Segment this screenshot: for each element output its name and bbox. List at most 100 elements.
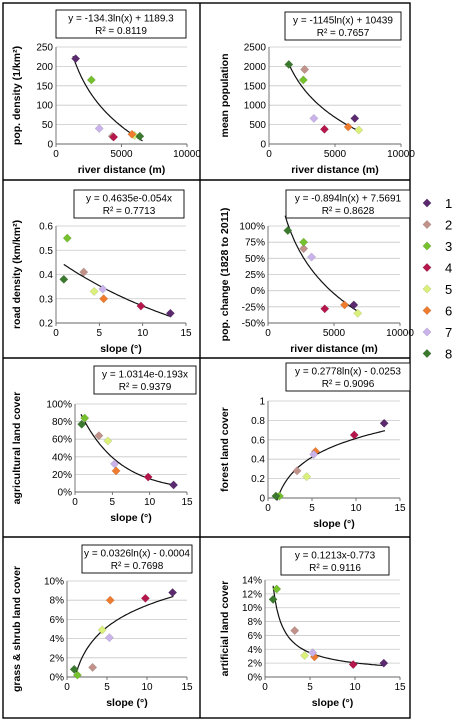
- data-point-7: [309, 449, 319, 459]
- data-point-5: [89, 286, 99, 296]
- y-tick-label: 0%: [58, 488, 73, 499]
- y-tick-label: 20%: [52, 470, 72, 481]
- y-tick-label: 8%: [50, 596, 65, 607]
- y-tick-label: 0.5: [39, 246, 53, 257]
- legend-marker-4: [422, 263, 432, 272]
- x-axis-label: slope (°): [312, 697, 354, 709]
- legend-marker-1: [422, 198, 432, 208]
- equation-box: [81, 544, 193, 574]
- legend-marker-6: [422, 306, 432, 315]
- trendline: [80, 413, 175, 486]
- chart-panel-4: -50% -25% 0% 25% 50% 75% 100% 0 5000 10000 river d…: [219, 189, 414, 355]
- data-point-7: [307, 252, 317, 262]
- data-point-8: [268, 594, 278, 604]
- y-axis-label: agricultural land cover: [11, 392, 23, 505]
- trendline: [272, 585, 385, 667]
- chart-panel-1: 0 50 100 150 200 250 0 5000 10000 river distance …: [11, 9, 201, 176]
- data-point-3: [86, 75, 96, 85]
- y-tick-label: 200: [36, 62, 53, 73]
- data-point-8: [271, 491, 281, 501]
- x-tick-label: 10: [144, 497, 156, 508]
- x-tick-label: 15: [181, 497, 193, 508]
- trend-equation: y = 0.1213x-0.773: [295, 551, 376, 562]
- data-point-8: [59, 274, 69, 284]
- trend-equation: y = 0.4635e-0.054x: [86, 194, 172, 205]
- x-tick-label: 10000: [386, 328, 414, 339]
- y-tick-label: 14%: [242, 576, 262, 587]
- x-tick-label: 5000: [324, 149, 347, 160]
- x-tick-label: 10000: [173, 149, 201, 160]
- y-tick-label: 0: [260, 140, 266, 151]
- chart-panel-3: 0.2 0.3 0.4 0.5 0.6 0 5 10 15 slope (°) road densi…: [11, 189, 192, 355]
- data-point-5: [300, 651, 310, 661]
- y-tick-label: 1: [259, 397, 265, 408]
- data-point-6: [127, 129, 137, 139]
- data-point-2: [94, 431, 104, 441]
- data-point-4: [320, 304, 330, 314]
- r-squared: R² = 0.8628: [322, 206, 375, 217]
- y-tick-label: 0.8: [251, 416, 265, 427]
- trend-equation: y = 0.2778ln(x) - 0.0253: [295, 367, 401, 378]
- y-tick-label: 2000: [244, 62, 267, 73]
- x-tick-label: 15: [181, 682, 193, 693]
- y-tick-label: 75%: [245, 238, 265, 249]
- legend-marker-2: [422, 220, 432, 229]
- chart-panel-8: 0% 2% 4% 6% 8% 10% 12% 14% 0 5 10 15 slope (°) artifi…: [219, 546, 406, 709]
- y-tick-label: 0.6: [251, 435, 265, 446]
- x-tick-label: 0: [53, 149, 59, 160]
- y-tick-label: 4%: [248, 645, 263, 656]
- equation-box: [284, 11, 402, 41]
- data-point-8: [135, 131, 145, 141]
- data-point-3: [62, 233, 72, 243]
- x-axis-label: river distance (m): [290, 343, 378, 355]
- data-point-4: [143, 472, 153, 482]
- r-squared: R² = 0.7698: [111, 561, 164, 572]
- y-tick-label: 0.2: [39, 319, 53, 330]
- x-tick-label: 0: [72, 497, 78, 508]
- trend-equation: y = -1145ln(x) + 10439: [293, 16, 393, 27]
- trendline: [288, 63, 360, 132]
- data-point-6: [105, 595, 115, 605]
- equation-box: [93, 365, 197, 395]
- trend-equation: y = -134.3ln(x) + 1189.3: [68, 14, 174, 25]
- y-tick-label: 150: [36, 81, 53, 92]
- data-point-8: [69, 664, 79, 674]
- x-tick-label: 5: [110, 497, 116, 508]
- data-point-6: [99, 294, 109, 304]
- r-squared: R² = 0.9379: [119, 382, 172, 393]
- trend-equation: y = 1.0314e-0.193x: [102, 370, 188, 381]
- y-tick-label: 2%: [248, 659, 263, 670]
- x-tick-label: 5: [307, 682, 313, 693]
- x-tick-label: 10000: [387, 149, 415, 160]
- x-tick-label: 15: [394, 503, 406, 514]
- x-axis-label: slope (°): [100, 343, 142, 355]
- y-tick-label: 100%: [46, 400, 72, 411]
- y-tick-label: 80%: [52, 417, 72, 428]
- trendline: [72, 56, 143, 142]
- data-point-5: [97, 625, 107, 635]
- r-squared: R² = 0.7657: [317, 28, 370, 39]
- data-point-1: [379, 658, 389, 668]
- y-tick-label: 40%: [52, 452, 72, 463]
- y-tick-label: 1000: [244, 101, 267, 112]
- y-tick-label: 12%: [242, 589, 262, 600]
- y-tick-label: 500: [249, 120, 266, 131]
- x-tick-label: 5: [309, 503, 315, 514]
- y-tick-label: 0.2: [251, 474, 265, 485]
- chart-panel-7: 0% 2% 4% 6% 8% 10% 0 5 10 15 slope (°) grass & shru…: [11, 544, 193, 709]
- data-point-1: [350, 113, 360, 123]
- legend-marker-7: [422, 327, 432, 337]
- y-tick-label: 0.4: [39, 270, 53, 281]
- x-axis-label: slope (°): [106, 697, 148, 709]
- x-tick-label: 5: [97, 328, 103, 339]
- trendline: [63, 263, 172, 318]
- y-tick-label: 60%: [52, 435, 72, 446]
- y-axis-label: grass & shrub land cover: [11, 566, 23, 692]
- x-tick-label: 0: [64, 682, 70, 693]
- x-tick-label: 15: [180, 328, 192, 339]
- legend-label-4: 4: [445, 261, 452, 276]
- y-tick-label: 0.4: [251, 455, 265, 466]
- data-point-1: [349, 300, 359, 310]
- y-tick-label: 0: [47, 140, 53, 151]
- y-tick-label: 0%: [251, 286, 266, 297]
